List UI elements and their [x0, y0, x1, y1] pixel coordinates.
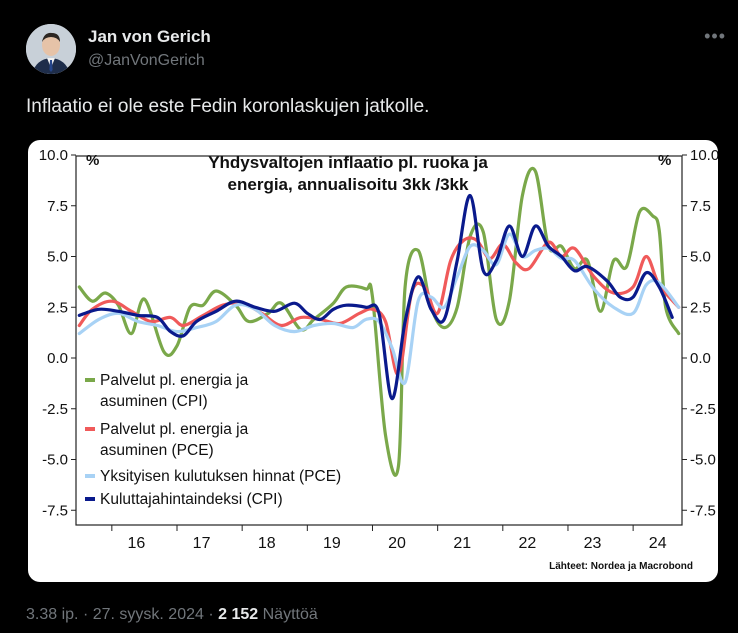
y-tick-label-left: 2.5 — [47, 299, 68, 316]
chart: 10.0 10.0 7.5 7.5 5.0 5.0 2.5 2.5 0.0 0.0 -2.5 -2.5… — [39, 147, 718, 572]
avatar-portrait — [26, 24, 76, 74]
x-tick-label: 16 — [128, 535, 146, 552]
x-tick-label: 21 — [453, 535, 471, 552]
y-tick-label-left: -2.5 — [42, 401, 68, 418]
y-tick-label-right: 0.0 — [690, 350, 711, 367]
source-label: Lähteet: Nordea ja Macrobond — [549, 561, 693, 572]
legend-label: asuminen (CPI) — [100, 393, 208, 410]
x-tick-label: 18 — [258, 535, 276, 552]
separator-dot: · — [208, 606, 219, 623]
y-tick-label-right: 7.5 — [690, 198, 711, 215]
x-tick-label: 19 — [323, 535, 341, 552]
chart-title-line2: energia, annualisoitu 3kk /3kk — [228, 175, 469, 194]
y-tick-label-left: -5.0 — [42, 452, 68, 469]
x-tick-label: 24 — [649, 535, 667, 552]
unit-right: % — [658, 152, 671, 169]
series-line-3 — [77, 193, 674, 401]
views-count: 2 152 — [218, 606, 259, 623]
y-tick-label-left: -7.5 — [42, 502, 68, 519]
views-label: Näyttöä — [262, 606, 318, 623]
avatar[interactable] — [26, 24, 76, 74]
x-tick-label: 22 — [518, 535, 536, 552]
series-line-1 — [77, 236, 681, 376]
plot-frame — [75, 155, 683, 526]
more-icon[interactable]: ••• — [704, 26, 726, 46]
tweet-date[interactable]: 27. syysk. 2024 — [92, 606, 204, 623]
x-tick-label: 23 — [584, 535, 602, 552]
y-tick-label-left: 0.0 — [47, 350, 68, 367]
y-tick-label-right: 10.0 — [690, 147, 718, 164]
tweet-text: Inflaatio ei ole este Fedin koronlaskuje… — [26, 96, 430, 117]
y-tick-label-left: 7.5 — [47, 198, 68, 215]
x-tick-label: 17 — [193, 535, 211, 552]
tweet-time[interactable]: 3.38 ip. — [26, 606, 79, 623]
y-tick-label-right: -2.5 — [690, 401, 716, 418]
legend-label: Kuluttajahintaindeksi (CPI) — [100, 491, 283, 508]
chart-image[interactable]: 10.0 10.0 7.5 7.5 5.0 5.0 2.5 2.5 0.0 0.0 -2.5 -2.5… — [28, 140, 718, 582]
y-tick-label-left: 10.0 — [39, 147, 68, 164]
author-name[interactable]: Jan von Gerich — [88, 27, 211, 46]
y-tick-label-right: -5.0 — [690, 452, 716, 469]
tweet-footer: 3.38 ip. · 27. syysk. 2024 · 2 152 Näytt… — [26, 606, 318, 624]
chart-title-line1: Yhdysvaltojen inflaatio pl. ruoka ja — [208, 153, 488, 172]
author-handle[interactable]: @JanVonGerich — [88, 52, 205, 69]
unit-left: % — [86, 152, 99, 169]
y-tick-label-left: 5.0 — [47, 249, 68, 266]
x-tick-label: 20 — [388, 535, 406, 552]
legend-label: Palvelut pl. energia ja — [100, 421, 249, 438]
separator-dot: · — [82, 606, 93, 623]
y-tick-label-right: 5.0 — [690, 249, 711, 266]
y-tick-label-right: -7.5 — [690, 502, 716, 519]
series-line-2 — [77, 232, 681, 386]
legend-label: asuminen (PCE) — [100, 442, 214, 459]
legend-label: Yksityisen kulutuksen hinnat (PCE) — [100, 468, 341, 485]
legend-label: Palvelut pl. energia ja — [100, 372, 249, 389]
y-tick-label-right: 2.5 — [690, 299, 711, 316]
